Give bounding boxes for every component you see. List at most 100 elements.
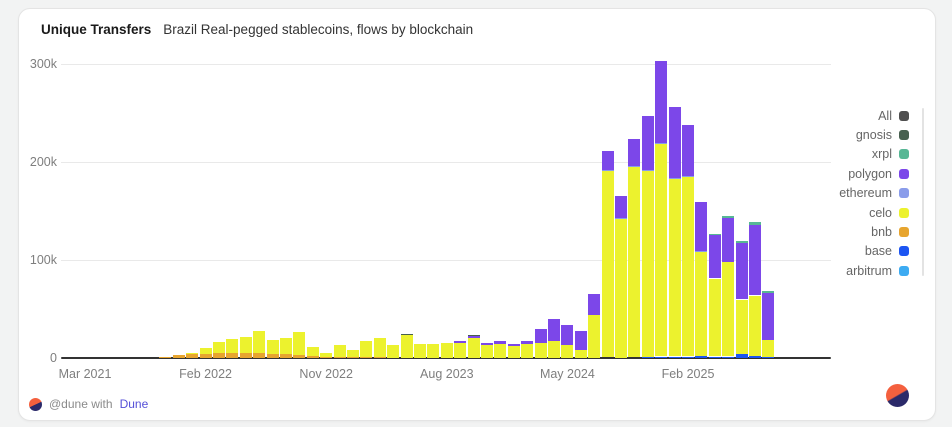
bar-segment-celo[interactable] [574, 349, 587, 358]
bar-segment-polygon[interactable] [695, 202, 708, 252]
bar-segment-celo[interactable] [588, 314, 601, 358]
bar-segment-celo[interactable] [521, 344, 534, 358]
bar-segment-base[interactable] [655, 356, 668, 358]
bar-segment-polygon[interactable] [615, 196, 627, 218]
legend-item-xrpl[interactable]: xrpl [839, 145, 909, 164]
legend-item-polygon[interactable]: polygon [839, 164, 909, 183]
legend-item-arbitrum[interactable]: arbitrum [839, 261, 909, 280]
bar-segment-bnb[interactable] [280, 354, 292, 358]
bar-segment-celo[interactable] [373, 338, 386, 357]
bar-segment-xrpl[interactable] [722, 216, 735, 218]
bar-segment-celo[interactable] [548, 341, 560, 358]
bar-segment-polygon[interactable] [682, 124, 694, 176]
bar-segment-ethereum[interactable] [641, 170, 654, 172]
bar-segment-bnb[interactable] [159, 357, 172, 358]
bar-segment-ethereum[interactable] [615, 217, 627, 219]
bar-segment-xrpl[interactable] [749, 221, 761, 225]
bar-segment-celo[interactable] [682, 176, 694, 357]
legend-item-ethereum[interactable]: ethereum [839, 184, 909, 203]
bar-segment-polygon[interactable] [574, 331, 587, 350]
bar-segment-polygon[interactable] [655, 60, 668, 143]
bar-segment-gnosis[interactable] [467, 335, 480, 337]
bar-segment-base[interactable] [762, 357, 775, 358]
legend-item-celo[interactable]: celo [839, 203, 909, 222]
bar-segment-bnb[interactable] [306, 356, 319, 358]
bar-segment-ethereum[interactable] [628, 166, 641, 168]
bar-segment-celo[interactable] [641, 171, 654, 357]
bar-segment-celo[interactable] [561, 344, 574, 358]
bar-segment-xrpl[interactable] [735, 240, 748, 243]
bar-segment-polygon[interactable] [722, 217, 735, 262]
bar-segment-base[interactable] [735, 354, 748, 358]
bar-segment-celo[interactable] [253, 330, 266, 354]
bar-segment-polygon[interactable] [588, 294, 601, 315]
bar-segment-base[interactable] [668, 356, 681, 358]
bar-segment-celo[interactable] [347, 350, 359, 358]
bar-segment-polygon[interactable] [521, 341, 534, 345]
bar-segment-celo[interactable] [440, 343, 453, 358]
bar-segment-celo[interactable] [494, 344, 507, 358]
bar-segment-bnb[interactable] [226, 353, 239, 358]
bar-segment-celo[interactable] [615, 218, 627, 358]
bar-segment-xrpl[interactable] [762, 290, 775, 293]
bar-segment-celo[interactable] [668, 178, 681, 357]
bar-segment-celo[interactable] [481, 345, 493, 358]
bar-segment-base[interactable] [695, 356, 708, 358]
bar-segment-polygon[interactable] [601, 150, 614, 171]
bar-segment-celo[interactable] [655, 144, 668, 357]
bar-segment-polygon[interactable] [494, 341, 507, 345]
bar-segment-celo[interactable] [749, 295, 761, 356]
dune-link[interactable]: Dune [119, 397, 149, 411]
bar-segment-polygon[interactable] [749, 224, 761, 296]
bar-segment-ethereum[interactable] [695, 251, 708, 252]
bar-segment-celo[interactable] [293, 331, 306, 356]
bar-segment-bnb[interactable] [199, 354, 212, 358]
bar-segment-celo[interactable] [427, 343, 440, 358]
bar-segment-celo[interactable] [400, 334, 413, 358]
bar-segment-ethereum[interactable] [601, 170, 614, 172]
bar-segment-base[interactable] [641, 357, 654, 358]
bar-segment-celo[interactable] [186, 353, 199, 355]
bar-segment-celo[interactable] [360, 341, 373, 357]
bar-segment-ethereum[interactable] [668, 177, 681, 179]
bar-segment-ethereum[interactable] [655, 142, 668, 145]
bar-segment-celo[interactable] [628, 167, 641, 358]
bar-segment-celo[interactable] [601, 171, 614, 358]
bar-segment-celo[interactable] [414, 343, 426, 358]
bar-segment-bnb[interactable] [239, 353, 252, 358]
bar-segment-celo[interactable] [306, 347, 319, 357]
bar-segment-celo[interactable] [454, 343, 467, 358]
legend-scrollbar[interactable] [922, 108, 924, 276]
bar-segment-celo[interactable] [762, 340, 775, 357]
bar-segment-celo[interactable] [722, 262, 735, 357]
bar-segment-celo[interactable] [735, 299, 748, 354]
bar-segment-celo[interactable] [320, 353, 333, 357]
bar-segment-celo[interactable] [239, 337, 252, 354]
bar-segment-xrpl[interactable] [708, 234, 721, 236]
legend-item-base[interactable]: base [839, 242, 909, 261]
bar-segment-bnb[interactable] [360, 357, 373, 358]
bar-segment-bnb[interactable] [320, 357, 333, 358]
bar-segment-bnb[interactable] [293, 355, 306, 358]
bar-segment-celo[interactable] [199, 348, 212, 355]
bar-segment-base[interactable] [682, 356, 694, 358]
bar-segment-bnb[interactable] [213, 353, 225, 358]
bar-segment-celo[interactable] [213, 342, 225, 354]
bar-segment-celo[interactable] [333, 345, 346, 357]
bar-segment-polygon[interactable] [735, 242, 748, 300]
bar-segment-bnb[interactable] [253, 353, 266, 358]
bar-segment-polygon[interactable] [708, 235, 721, 279]
dune-logo-icon[interactable] [886, 384, 909, 407]
legend-item-bnb[interactable]: bnb [839, 222, 909, 241]
bar-segment-celo[interactable] [266, 340, 279, 355]
bar-segment-celo[interactable] [695, 251, 708, 356]
bar-segment-celo[interactable] [708, 278, 721, 357]
legend-item-gnosis[interactable]: gnosis [839, 125, 909, 144]
bar-segment-bnb[interactable] [373, 357, 386, 358]
bar-segment-ethereum[interactable] [682, 175, 694, 177]
bar-segment-celo[interactable] [280, 338, 292, 355]
bar-segment-polygon[interactable] [762, 292, 775, 340]
bar-segment-base[interactable] [722, 356, 735, 358]
legend-item-all[interactable]: All [839, 106, 909, 125]
bar-segment-celo[interactable] [467, 338, 480, 358]
